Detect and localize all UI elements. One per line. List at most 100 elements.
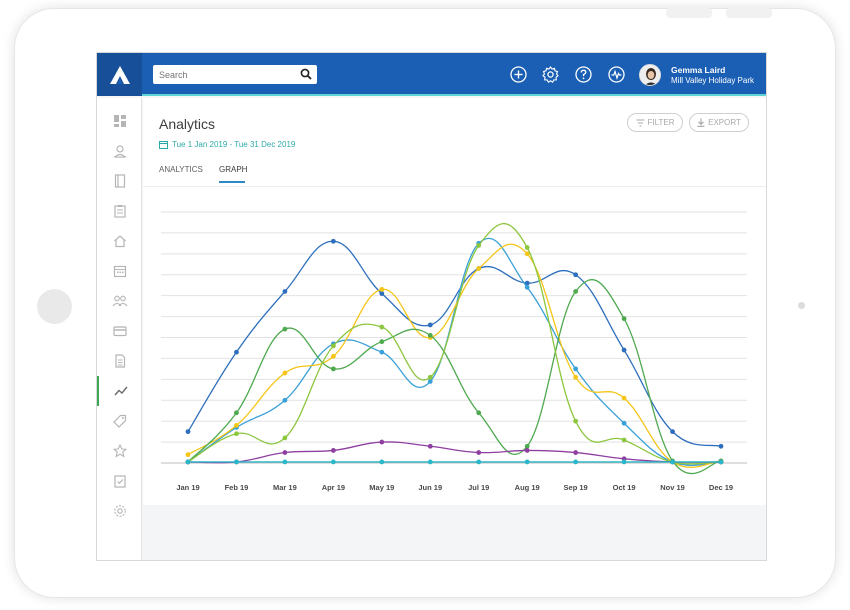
export-button[interactable]: EXPORT bbox=[689, 113, 749, 132]
data-point[interactable] bbox=[524, 284, 530, 290]
data-point[interactable] bbox=[621, 437, 627, 443]
data-point[interactable] bbox=[573, 459, 579, 465]
data-point[interactable] bbox=[427, 333, 433, 338]
data-point[interactable] bbox=[379, 349, 385, 355]
data-point[interactable] bbox=[330, 353, 336, 359]
user-name[interactable]: Gemma Laird bbox=[671, 65, 726, 75]
data-point[interactable] bbox=[282, 450, 288, 455]
data-point[interactable] bbox=[524, 448, 530, 453]
plus-circle-icon[interactable] bbox=[510, 66, 527, 83]
series-line bbox=[187, 441, 722, 464]
data-point[interactable] bbox=[524, 443, 530, 449]
data-point[interactable] bbox=[185, 459, 191, 465]
people-icon bbox=[112, 295, 127, 307]
sidebar-item-reviews[interactable] bbox=[97, 436, 142, 466]
search-icon[interactable] bbox=[300, 68, 312, 80]
data-point[interactable] bbox=[234, 459, 239, 465]
sidebar-item-analytics[interactable] bbox=[97, 376, 142, 406]
data-point[interactable] bbox=[379, 459, 385, 465]
data-point[interactable] bbox=[718, 459, 724, 465]
data-point[interactable] bbox=[621, 395, 627, 401]
data-point[interactable] bbox=[282, 370, 288, 376]
sidebar-item-checklists[interactable] bbox=[97, 466, 142, 496]
data-point[interactable] bbox=[621, 459, 627, 465]
data-point[interactable] bbox=[621, 316, 627, 322]
data-point[interactable] bbox=[282, 289, 288, 294]
data-point[interactable] bbox=[524, 459, 530, 465]
sidebar-item-guests[interactable] bbox=[97, 286, 142, 316]
data-point[interactable] bbox=[330, 366, 336, 372]
x-tick-label: Jan 19 bbox=[176, 483, 199, 492]
data-point[interactable] bbox=[282, 326, 288, 332]
sidebar-item-calendar[interactable] bbox=[97, 256, 142, 286]
data-point[interactable] bbox=[379, 324, 385, 330]
data-point[interactable] bbox=[234, 349, 239, 355]
data-point[interactable] bbox=[379, 439, 385, 445]
data-point[interactable] bbox=[621, 420, 627, 426]
calendar-icon bbox=[113, 265, 126, 278]
data-point[interactable] bbox=[476, 459, 482, 465]
data-point[interactable] bbox=[185, 452, 191, 458]
data-point[interactable] bbox=[282, 397, 288, 403]
x-tick-label: Sep 19 bbox=[564, 483, 588, 492]
data-point[interactable] bbox=[573, 289, 579, 294]
sidebar-item-bookings[interactable] bbox=[97, 166, 142, 196]
search-box[interactable] bbox=[153, 65, 317, 84]
sidebar-item-offers[interactable] bbox=[97, 406, 142, 436]
data-point[interactable] bbox=[185, 429, 191, 435]
help-icon[interactable] bbox=[575, 66, 592, 83]
data-point[interactable] bbox=[524, 245, 530, 250]
sidebar-item-tasks[interactable] bbox=[97, 196, 142, 226]
sidebar-item-documents[interactable] bbox=[97, 346, 142, 376]
data-point[interactable] bbox=[282, 459, 288, 465]
activity-icon[interactable] bbox=[608, 66, 625, 83]
data-point[interactable] bbox=[427, 443, 433, 449]
data-point[interactable] bbox=[524, 280, 530, 286]
data-point[interactable] bbox=[476, 266, 482, 271]
sidebar-item-dashboard[interactable] bbox=[97, 106, 142, 136]
data-point[interactable] bbox=[670, 459, 675, 465]
filter-button[interactable]: FILTER bbox=[627, 113, 683, 132]
data-point[interactable] bbox=[718, 443, 724, 449]
data-point[interactable] bbox=[573, 450, 579, 455]
tab-graph[interactable]: GRAPH bbox=[219, 165, 248, 174]
data-point[interactable] bbox=[476, 410, 482, 416]
series-line bbox=[187, 240, 722, 447]
data-point[interactable] bbox=[330, 459, 336, 465]
data-point[interactable] bbox=[330, 343, 336, 349]
data-point[interactable] bbox=[379, 286, 385, 292]
data-point[interactable] bbox=[379, 339, 385, 345]
data-point[interactable] bbox=[234, 422, 239, 428]
data-point[interactable] bbox=[476, 243, 482, 248]
search-input[interactable] bbox=[159, 69, 293, 80]
sidebar-item-payments[interactable] bbox=[97, 316, 142, 346]
data-point[interactable] bbox=[330, 238, 336, 244]
sidebar-item-home[interactable] bbox=[97, 226, 142, 256]
data-point[interactable] bbox=[670, 429, 675, 435]
data-point[interactable] bbox=[427, 379, 433, 384]
data-point[interactable] bbox=[379, 291, 385, 296]
avatar[interactable] bbox=[639, 64, 661, 86]
date-range[interactable]: Tue 1 Jan 2019 - Tue 31 Dec 2019 bbox=[159, 140, 295, 149]
app-logo[interactable] bbox=[97, 53, 142, 96]
data-point[interactable] bbox=[427, 374, 433, 380]
data-point[interactable] bbox=[282, 435, 288, 441]
tab-analytics[interactable]: ANALYTICS bbox=[159, 165, 203, 174]
data-point[interactable] bbox=[573, 374, 579, 380]
sidebar-item-contacts[interactable] bbox=[97, 136, 142, 166]
data-point[interactable] bbox=[524, 251, 530, 257]
data-point[interactable] bbox=[573, 366, 579, 372]
data-point[interactable] bbox=[476, 450, 482, 455]
data-point[interactable] bbox=[573, 272, 579, 278]
data-point[interactable] bbox=[234, 431, 239, 437]
data-point[interactable] bbox=[573, 418, 579, 424]
settings-icon bbox=[113, 505, 126, 517]
data-point[interactable] bbox=[234, 410, 239, 416]
sidebar-item-settings[interactable] bbox=[97, 496, 142, 526]
data-point[interactable] bbox=[427, 322, 433, 328]
data-point[interactable] bbox=[621, 347, 627, 353]
data-point[interactable] bbox=[427, 459, 433, 465]
sidebar bbox=[97, 98, 142, 560]
gear-icon[interactable] bbox=[542, 66, 559, 83]
data-point[interactable] bbox=[330, 448, 336, 453]
